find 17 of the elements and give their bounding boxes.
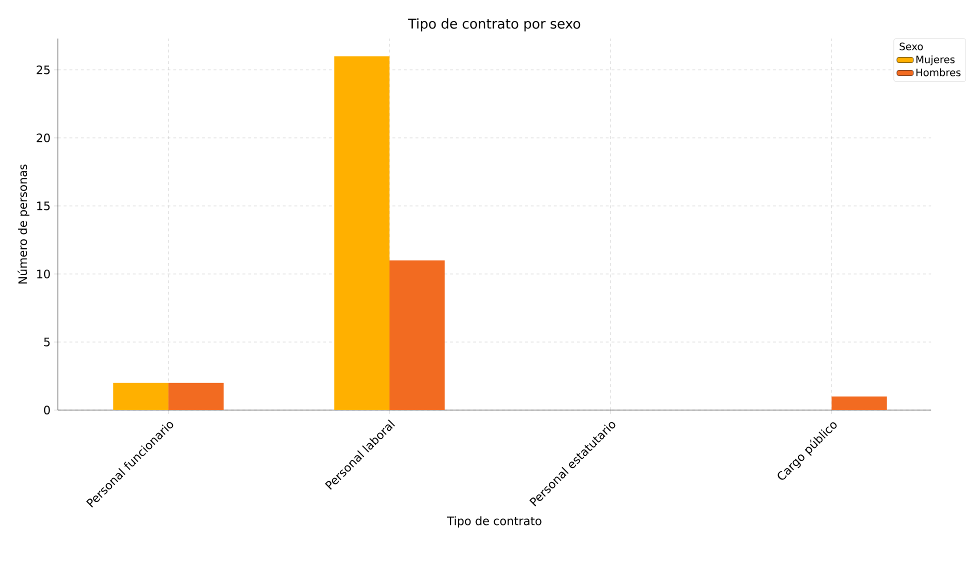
- legend-label: Mujeres: [916, 56, 955, 66]
- x-axis-title: Tipo de contrato: [446, 516, 542, 528]
- y-tick-label: 5: [44, 338, 50, 347]
- bar: [113, 383, 168, 410]
- bar: [334, 56, 390, 410]
- bar: [389, 260, 445, 410]
- y-tick-label: 10: [37, 270, 50, 279]
- legend-title: Sexo: [900, 42, 923, 51]
- y-tick-label: 25: [36, 66, 50, 75]
- y-tick-label: 15: [37, 202, 50, 211]
- y-axis-title: Número de personas: [18, 164, 30, 284]
- bar: [168, 383, 224, 410]
- chart-title: Tipo de contrato por sexo: [408, 18, 580, 32]
- y-tick-label: 0: [44, 406, 50, 415]
- y-tick-label: 20: [36, 134, 50, 143]
- legend-label: Hombres: [916, 68, 961, 77]
- bar: [832, 396, 887, 410]
